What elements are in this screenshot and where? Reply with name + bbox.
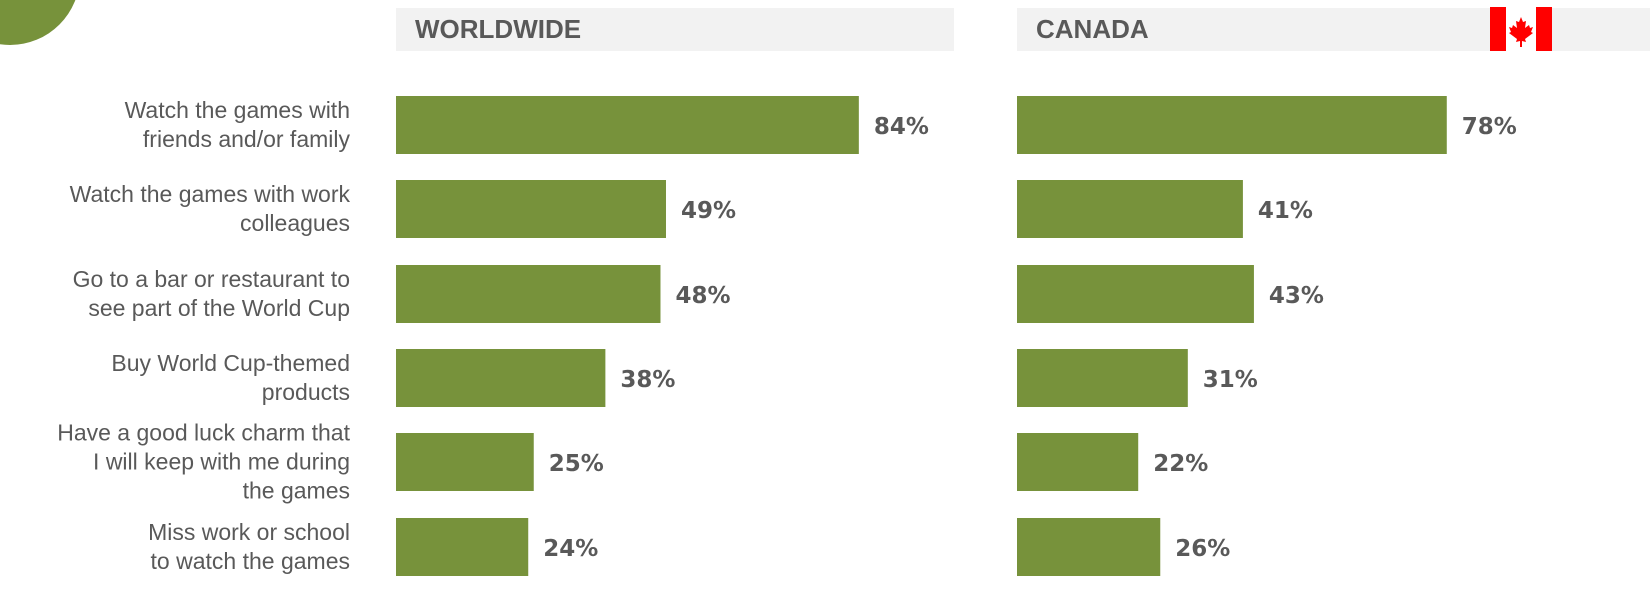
category-label-line: Have a good luck charm that bbox=[57, 419, 350, 446]
panel-canada: CANADA 78% 41% 43% 31% 22% 26% bbox=[1017, 0, 1650, 616]
category-label-line: Buy World Cup-themed bbox=[111, 350, 350, 376]
category-label: Go to a bar or restaurant to see part of … bbox=[0, 265, 350, 323]
category-label: Buy World Cup-themed products bbox=[0, 349, 350, 407]
category-label-line: Watch the games with work bbox=[69, 181, 350, 207]
bar-value-label: 49% bbox=[681, 198, 736, 224]
bar bbox=[1017, 180, 1243, 238]
panel-title-worldwide: WORLDWIDE bbox=[396, 8, 954, 51]
bar bbox=[396, 180, 666, 238]
bar-value-label: 31% bbox=[1203, 367, 1258, 393]
bar-value-label: 43% bbox=[1269, 283, 1324, 309]
bar-value-label: 41% bbox=[1258, 198, 1313, 224]
category-label-line: I will keep with me during bbox=[93, 448, 350, 475]
category-label-line: products bbox=[261, 379, 350, 405]
bar-chart-worldwide: 84% 49% 48% 38% 25% 24% bbox=[396, 96, 929, 576]
category-label: Watch the games with work colleagues bbox=[0, 180, 350, 238]
panel-worldwide: WORLDWIDE 84% 49% 48% 38% 25% 24% bbox=[396, 0, 956, 616]
bar bbox=[396, 349, 606, 407]
bar bbox=[396, 265, 661, 323]
bar-value-label: 26% bbox=[1175, 536, 1230, 562]
category-labels: Watch the games with friends and/or famil… bbox=[0, 0, 350, 616]
category-label: Miss work or school to watch the games bbox=[0, 518, 350, 576]
bar bbox=[1017, 349, 1188, 407]
bar-value-label: 78% bbox=[1462, 114, 1517, 140]
bar bbox=[1017, 433, 1139, 491]
category-label-line: the games bbox=[242, 477, 350, 504]
bar-value-label: 38% bbox=[620, 367, 675, 393]
bar-value-label: 24% bbox=[543, 536, 598, 562]
category-label-line: friends and/or family bbox=[142, 126, 350, 152]
canada-flag-icon bbox=[1490, 7, 1552, 51]
bar bbox=[396, 433, 534, 491]
category-label-line: Go to a bar or restaurant to bbox=[72, 266, 350, 292]
bar-chart-canada: 78% 41% 43% 31% 22% 26% bbox=[1017, 96, 1517, 576]
bar bbox=[1017, 518, 1161, 576]
category-label: Have a good luck charm that I will keep w… bbox=[0, 419, 350, 506]
category-label-line: Watch the games with bbox=[124, 97, 350, 123]
bar-value-label: 22% bbox=[1153, 451, 1208, 477]
bar-value-label: 25% bbox=[549, 451, 604, 477]
category-label-line: colleagues bbox=[240, 210, 350, 236]
category-label: Watch the games with friends and/or famil… bbox=[0, 96, 350, 154]
category-label-line: to watch the games bbox=[150, 548, 350, 574]
bar bbox=[1017, 96, 1447, 154]
category-label-line: see part of the World Cup bbox=[88, 295, 350, 321]
category-label-line: Miss work or school bbox=[148, 519, 350, 545]
bar-value-label: 48% bbox=[675, 283, 730, 309]
bar bbox=[1017, 265, 1254, 323]
bar-value-label: 84% bbox=[874, 114, 929, 140]
bar bbox=[396, 518, 529, 576]
bar bbox=[396, 96, 859, 154]
